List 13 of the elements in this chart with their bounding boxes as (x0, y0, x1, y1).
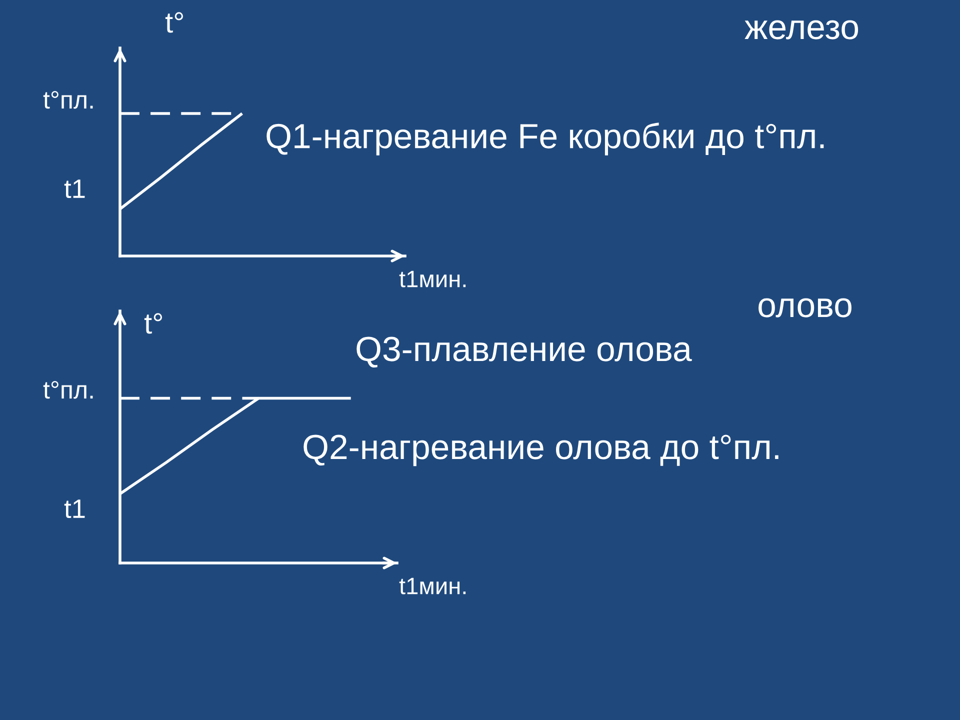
text: t°пл. (43, 91, 93, 109)
x-axis-title: t1мин. (399, 578, 466, 594)
y-axis-title: t° (144, 313, 162, 334)
text: железо (744, 20, 858, 40)
text: Q3-плавление олова (356, 336, 692, 368)
text: t1 (64, 500, 85, 518)
text: t1 (64, 180, 85, 198)
y-axis-title: t° (165, 12, 184, 33)
annotation: Q2-нагревание олова до t°пл. (304, 434, 778, 466)
annotation: Q1-нагревание Fe коробки до t°пл. (266, 122, 824, 156)
x-axis-title: t1мин. (399, 270, 466, 288)
text: t°пл. (43, 381, 93, 399)
text: олово (758, 298, 852, 318)
